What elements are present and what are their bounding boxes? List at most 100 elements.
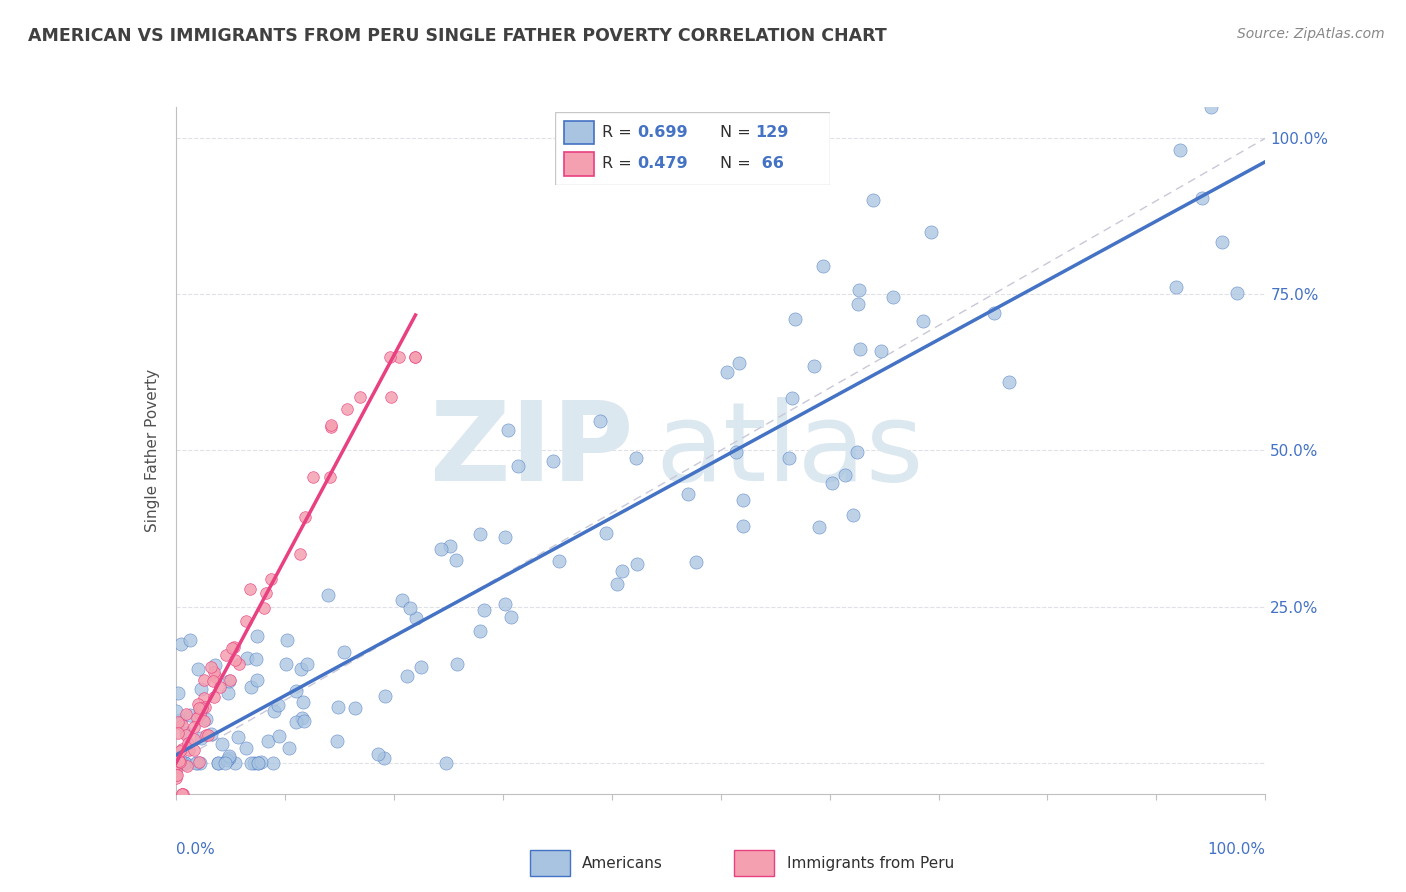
Point bbox=[186, 756, 208, 770]
Point bbox=[882, 290, 904, 304]
Point bbox=[247, 756, 270, 770]
Point bbox=[395, 669, 418, 683]
Point bbox=[167, 726, 190, 740]
Point bbox=[211, 737, 233, 751]
Point bbox=[803, 359, 825, 373]
Point bbox=[236, 651, 259, 665]
Point bbox=[725, 445, 748, 459]
Point bbox=[179, 633, 201, 648]
Point bbox=[373, 751, 395, 765]
Bar bbox=[734, 850, 775, 876]
Point bbox=[253, 600, 276, 615]
Point bbox=[197, 728, 219, 742]
Point bbox=[328, 699, 350, 714]
Point bbox=[246, 629, 269, 643]
Point bbox=[399, 601, 422, 615]
Point bbox=[202, 690, 225, 705]
Point bbox=[374, 690, 396, 704]
Point bbox=[848, 284, 870, 298]
Point bbox=[193, 673, 215, 688]
Point bbox=[595, 526, 617, 541]
Point bbox=[405, 610, 427, 624]
Point bbox=[202, 665, 225, 679]
Point bbox=[207, 756, 229, 770]
Point bbox=[245, 652, 267, 666]
Point bbox=[165, 756, 187, 770]
Point bbox=[165, 764, 187, 778]
Text: ZIP: ZIP bbox=[430, 397, 633, 504]
Point bbox=[446, 657, 468, 671]
Text: R =: R = bbox=[602, 125, 637, 140]
Point bbox=[169, 713, 191, 727]
Point bbox=[167, 754, 190, 768]
Point bbox=[624, 450, 647, 465]
Point bbox=[172, 787, 194, 801]
Point bbox=[405, 350, 427, 364]
Point bbox=[434, 756, 457, 770]
Text: Immigrants from Peru: Immigrants from Peru bbox=[786, 855, 953, 871]
Point bbox=[194, 712, 217, 726]
Point bbox=[494, 530, 516, 544]
Point bbox=[218, 673, 240, 688]
Point bbox=[170, 637, 193, 651]
Point bbox=[167, 686, 190, 700]
Point bbox=[254, 586, 277, 600]
Point bbox=[166, 757, 188, 772]
Point bbox=[170, 741, 193, 756]
Point bbox=[190, 705, 212, 719]
Point bbox=[165, 705, 187, 719]
Point bbox=[716, 365, 738, 379]
Point bbox=[444, 552, 467, 566]
Point bbox=[1168, 143, 1191, 157]
Point bbox=[204, 658, 226, 673]
Point bbox=[388, 350, 411, 364]
Point bbox=[209, 680, 232, 694]
Point bbox=[846, 445, 869, 459]
Point bbox=[187, 697, 209, 711]
Point bbox=[391, 593, 413, 607]
Point bbox=[1166, 279, 1188, 293]
Point bbox=[218, 751, 240, 765]
Point bbox=[1211, 235, 1233, 249]
Point bbox=[224, 640, 246, 654]
Point bbox=[870, 344, 893, 359]
Point bbox=[172, 718, 194, 732]
Point bbox=[292, 714, 315, 729]
Text: atlas: atlas bbox=[655, 397, 924, 504]
Point bbox=[239, 582, 262, 597]
Text: R =: R = bbox=[602, 156, 637, 171]
Point bbox=[333, 645, 356, 659]
Point bbox=[240, 680, 263, 694]
Text: N =: N = bbox=[720, 156, 756, 171]
Point bbox=[780, 391, 803, 405]
Point bbox=[411, 660, 433, 674]
Point bbox=[292, 695, 315, 709]
Point bbox=[226, 730, 249, 744]
Point bbox=[188, 706, 211, 721]
Point bbox=[343, 701, 366, 715]
Point bbox=[174, 706, 197, 721]
Point bbox=[274, 657, 297, 671]
Point bbox=[294, 510, 316, 524]
Point bbox=[201, 674, 224, 689]
Text: 100.0%: 100.0% bbox=[1208, 842, 1265, 857]
Point bbox=[733, 493, 755, 508]
Point bbox=[169, 744, 191, 758]
Point bbox=[588, 414, 610, 428]
Point bbox=[778, 450, 800, 465]
Point bbox=[288, 547, 311, 561]
Point bbox=[176, 736, 198, 750]
Point bbox=[187, 662, 209, 676]
Point bbox=[190, 682, 212, 697]
Point bbox=[221, 641, 243, 656]
Point bbox=[176, 726, 198, 740]
Point bbox=[285, 714, 308, 729]
Bar bbox=[564, 120, 593, 145]
Bar bbox=[530, 850, 569, 876]
Point bbox=[676, 487, 699, 501]
Point bbox=[262, 756, 284, 770]
Point bbox=[685, 555, 707, 569]
Text: Source: ZipAtlas.com: Source: ZipAtlas.com bbox=[1237, 27, 1385, 41]
Point bbox=[733, 519, 755, 533]
Point bbox=[169, 753, 191, 767]
